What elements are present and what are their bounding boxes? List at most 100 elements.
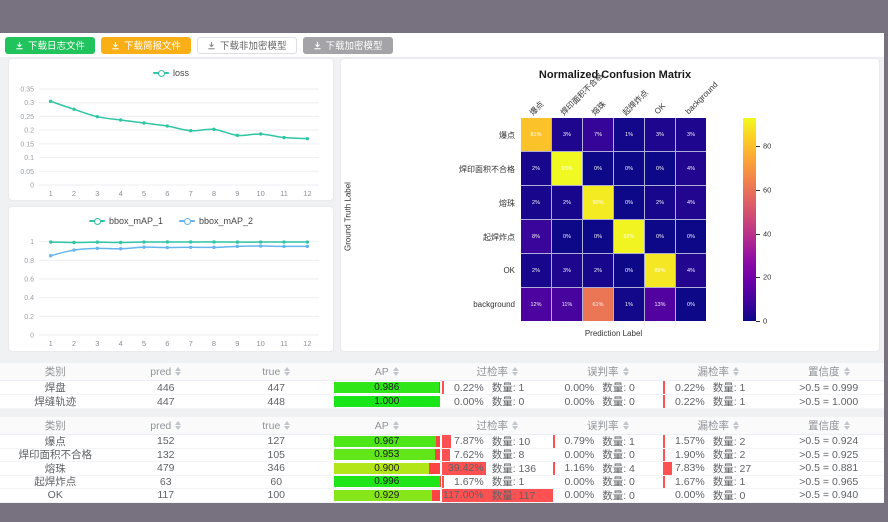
sort-carets-icon[interactable] xyxy=(512,367,518,376)
rate-percent: 1.16% xyxy=(564,462,595,475)
rate-cell: 0.22% 数量: 1 xyxy=(663,395,774,408)
download-unencrypted-model-button[interactable]: 下载非加密模型 xyxy=(197,36,297,54)
weld-metrics-table: 类别 pred true AP 过检率 误判率 漏检率 置信度 焊盘 446 447 0.986 0.2… xyxy=(0,363,884,409)
sort-carets-icon[interactable] xyxy=(392,367,399,376)
column-header-label: 过检率 xyxy=(476,420,509,432)
svg-text:5: 5 xyxy=(142,339,146,348)
colorbar-tick xyxy=(756,321,760,322)
rate-percent: 1.90% xyxy=(674,448,705,461)
rate-count: 数量: 117 xyxy=(491,489,536,502)
matrix-cell: 81% xyxy=(521,118,551,151)
true-cell: 105 xyxy=(267,448,286,461)
column-header-miss[interactable]: 漏检率 xyxy=(663,417,774,435)
column-header-true[interactable]: true xyxy=(221,417,332,435)
rate-bar xyxy=(442,462,486,475)
metrics-tables: 类别 pred true AP 过检率 误判率 漏检率 置信度 焊盘 446 447 0.986 0.2… xyxy=(0,363,884,503)
rate-count: 数量: 1 xyxy=(602,435,635,448)
svg-text:12: 12 xyxy=(303,189,311,198)
rate-percent: 1.67% xyxy=(674,475,705,488)
sort-carets-icon[interactable] xyxy=(843,367,850,376)
matrix-cell: 1% xyxy=(614,288,644,321)
matrix-cell: 0% xyxy=(614,152,644,185)
pred-cell: 117 xyxy=(157,489,175,502)
sort-carets-icon[interactable] xyxy=(392,421,399,430)
sort-carets-icon[interactable] xyxy=(733,421,739,430)
svg-text:4: 4 xyxy=(119,189,123,198)
rate-bar xyxy=(663,462,672,475)
sort-carets-icon[interactable] xyxy=(622,421,629,430)
rate-bar xyxy=(442,489,553,502)
column-header-miss[interactable]: 漏检率 xyxy=(663,363,774,381)
table-row: 焊盘 446 447 0.986 0.22% 数量: 1 0.00% 数量: 0 0.22% 数量… xyxy=(0,381,884,395)
rate-percent: 1.57% xyxy=(674,435,705,448)
rate-bar xyxy=(442,448,451,461)
page-content: 下载日志文件 下载简报文件 下载非加密模型 下载加密模型 loss 0 0.05 0… xyxy=(0,33,884,503)
ap-cell: 0.986 xyxy=(332,381,443,394)
matrix-cell: 3% xyxy=(552,254,582,287)
column-header-mis[interactable]: 误判率 xyxy=(552,417,663,435)
rate-count: 数量: 0 xyxy=(491,396,525,408)
download-encrypted-model-button[interactable]: 下载加密模型 xyxy=(302,36,393,54)
rate-count: 数量: 1 xyxy=(491,382,525,394)
download-brief-file-button[interactable]: 下载简报文件 xyxy=(101,36,192,54)
category-cell: 起焊炸点 xyxy=(34,476,77,488)
svg-text:9: 9 xyxy=(235,339,239,348)
map-chart-legend: bbox_mAP_1 bbox_mAP_2 xyxy=(9,207,333,229)
rate-cell: 0.79% 数量: 1 xyxy=(552,435,664,448)
rate-count: 数量: 4 xyxy=(602,462,635,475)
sort-carets-icon[interactable] xyxy=(733,367,739,376)
legend-item-bbox_mAP_2[interactable]: bbox_mAP_2 xyxy=(179,216,253,226)
column-header-mis[interactable]: 误判率 xyxy=(552,363,663,381)
column-header-ap[interactable]: AP xyxy=(331,363,442,381)
column-header-conf[interactable]: 置信度 xyxy=(773,417,884,435)
sort-carets-icon[interactable] xyxy=(175,367,182,376)
svg-text:1: 1 xyxy=(30,239,34,246)
confidence-cell: >0.5 = 1.000 xyxy=(799,395,859,408)
svg-text:7: 7 xyxy=(189,339,193,348)
matrix-cell: 3% xyxy=(676,118,706,151)
loss-chart-plot: 00.050.10.150.20.250.30.351 2 3 4 5 6 7 8 9 10 11 1… xyxy=(20,87,319,198)
ap-cell: 0.900 xyxy=(332,462,443,475)
column-header-over[interactable]: 过检率 xyxy=(442,417,553,435)
column-header-label: true xyxy=(262,419,281,432)
sort-carets-icon[interactable] xyxy=(175,421,182,430)
ap-databar: 1.000 xyxy=(333,396,440,407)
download-icon xyxy=(16,41,23,49)
svg-text:9: 9 xyxy=(235,189,239,198)
legend-item-bbox_mAP_1[interactable]: bbox_mAP_1 xyxy=(88,216,163,226)
rate-percent: 0.00% xyxy=(564,448,595,461)
column-header-label: pred xyxy=(150,365,172,378)
rate-cell: 0.00% 数量: 0 xyxy=(553,395,664,409)
column-header-conf[interactable]: 置信度 xyxy=(773,363,884,381)
matrix-column-label: 爆点 xyxy=(527,99,546,118)
legend-item-loss[interactable]: loss xyxy=(152,68,189,78)
sort-carets-icon[interactable] xyxy=(622,367,629,376)
colorbar-tick-label: 20 xyxy=(763,272,772,282)
column-header-true[interactable]: true xyxy=(221,363,332,381)
column-header-over[interactable]: 过检率 xyxy=(442,363,553,381)
table-divider xyxy=(0,409,884,417)
confidence-cell: >0.5 = 0.999 xyxy=(799,381,859,394)
sort-carets-icon[interactable] xyxy=(284,421,291,430)
column-header-category: 类别 xyxy=(0,363,111,381)
rate-cell: 0.00% 数量: 0 xyxy=(442,395,553,409)
rate-count: 数量: 0 xyxy=(602,382,635,394)
rate-percent: 0.22% xyxy=(674,381,705,394)
rate-bar xyxy=(552,435,555,448)
matrix-cell: 3% xyxy=(645,118,675,151)
column-header-pred[interactable]: pred xyxy=(110,363,221,381)
rate-percent: 0.00% xyxy=(453,395,484,408)
column-header-pred[interactable]: pred xyxy=(110,417,221,435)
sort-carets-icon[interactable] xyxy=(843,421,850,430)
svg-text:0.1: 0.1 xyxy=(24,155,34,162)
download-icon xyxy=(112,41,119,49)
window-right-edge xyxy=(884,0,888,522)
sort-carets-icon[interactable] xyxy=(284,367,291,376)
legend-marker-icon xyxy=(152,69,169,77)
column-header-ap[interactable]: AP xyxy=(331,417,442,435)
svg-text:0.3: 0.3 xyxy=(24,100,34,107)
download-log-file-button[interactable]: 下载日志文件 xyxy=(5,36,96,54)
pred-cell: 152 xyxy=(156,435,175,448)
sort-carets-icon[interactable] xyxy=(512,421,518,430)
matrix-cell: 92% xyxy=(614,220,644,253)
